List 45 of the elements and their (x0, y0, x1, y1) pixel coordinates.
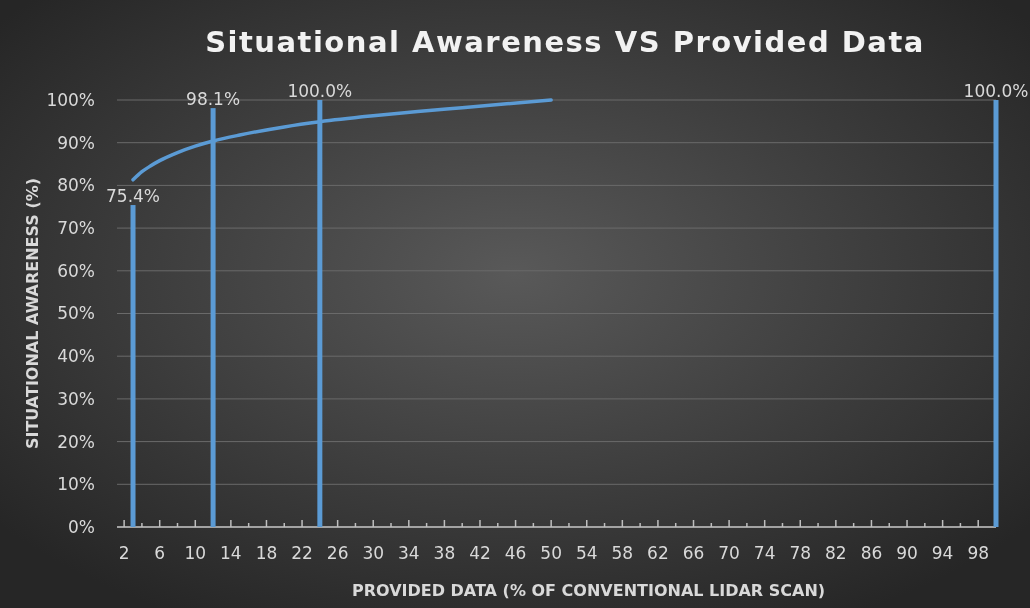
x-tick-label: 26 (326, 543, 349, 563)
x-tick-label: 54 (575, 543, 598, 563)
x-axis-title: PROVIDED DATA (% OF CONVENTIONAL LIDAR SCAN) (351, 581, 826, 600)
data-label: 75.4% (106, 186, 161, 207)
y-tick-label: 20% (57, 431, 95, 452)
x-tick-label: 14 (220, 543, 242, 563)
x-tick-label: 70 (718, 543, 740, 563)
y-tick-label: 60% (57, 260, 95, 281)
data-label: 100.0% (287, 81, 353, 101)
x-tick-label: 42 (469, 543, 491, 563)
x-tick-label: 86 (860, 543, 883, 563)
x-tick-label: 46 (504, 543, 527, 563)
x-tick-label: 6 (154, 543, 166, 563)
x-tick-label: 22 (291, 543, 313, 563)
y-tick-label: 0% (68, 516, 95, 537)
x-tick-label: 38 (433, 543, 456, 563)
y-tick-label: 10% (57, 474, 95, 495)
y-tick-label: 100% (46, 89, 95, 110)
x-tick-label: 78 (789, 543, 812, 563)
y-tick-label: 30% (57, 388, 95, 409)
x-tick-label: 94 (931, 543, 954, 563)
x-tick-label: 62 (647, 543, 669, 563)
x-tick-label: 2 (118, 543, 130, 563)
x-tick-label: 30 (362, 543, 385, 563)
x-tick-label: 98 (967, 543, 990, 563)
bar (130, 205, 136, 527)
x-tick-label: 58 (611, 543, 634, 563)
x-tick-label: 34 (397, 543, 420, 563)
x-tick-label: 18 (255, 543, 278, 563)
y-tick-label: 80% (57, 175, 95, 196)
bar (993, 100, 999, 527)
y-tick-label: 40% (57, 346, 95, 367)
x-tick-label: 66 (682, 543, 705, 563)
x-tick-label: 90 (896, 543, 918, 563)
y-tick-label: 90% (57, 132, 95, 153)
data-label: 98.1% (186, 89, 241, 110)
y-tick-label: 50% (57, 303, 95, 324)
chart-title: Situational Awareness VS Provided Data (205, 25, 925, 59)
data-label: 100.0% (963, 81, 1029, 101)
x-tick-label: 74 (753, 543, 776, 563)
y-axis-title: SITUATIONAL AWARENESS (%) (23, 177, 42, 450)
x-tick-label: 10 (184, 543, 207, 563)
x-tick-label: 82 (825, 543, 847, 563)
y-tick-label: 70% (57, 218, 95, 239)
x-tick-label: 50 (540, 543, 562, 563)
